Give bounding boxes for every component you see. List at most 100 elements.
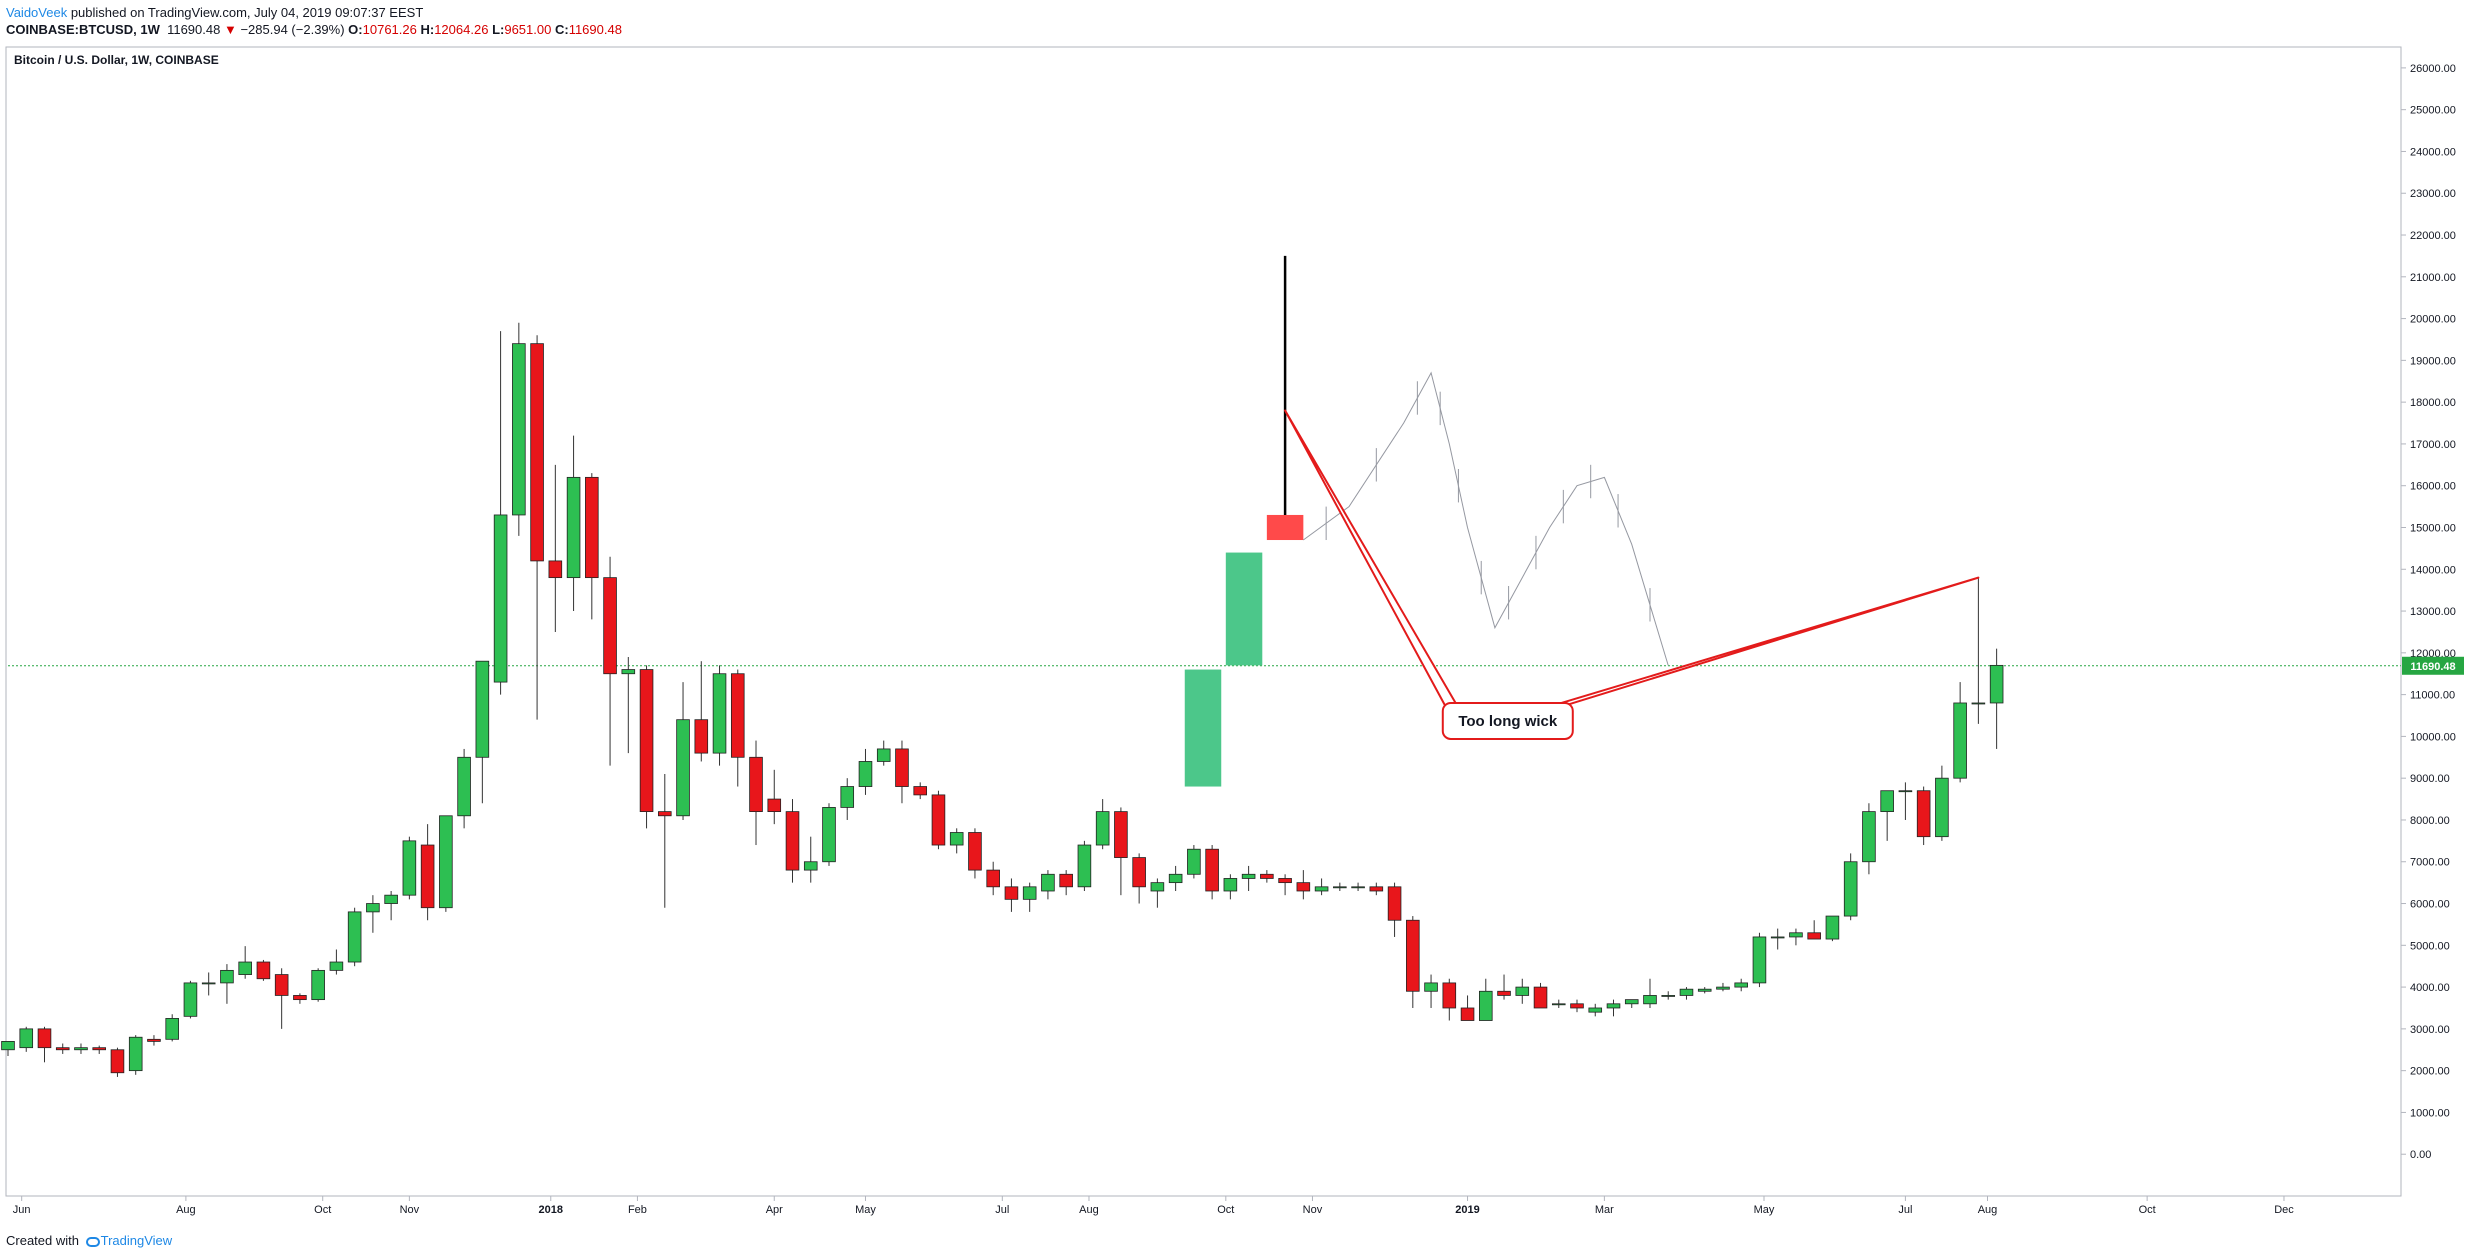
candle-up (347, 907, 362, 967)
publish-info: VaidoVeek published on TradingView.com, … (6, 4, 423, 21)
x-tick-label: Aug (176, 1204, 196, 1216)
close-value: 11690.48 (568, 22, 622, 37)
candle-up (858, 748, 873, 795)
y-tick-label: 18000.00 (2410, 397, 2456, 409)
candle-down (694, 661, 709, 762)
candle-up (1770, 928, 1785, 950)
candle-down (293, 993, 307, 1004)
candle-body (1077, 844, 1092, 888)
candle-down (1533, 982, 1548, 1009)
candle-body (858, 761, 873, 787)
candle-body (1697, 988, 1712, 992)
candle-body (1132, 857, 1146, 888)
candle-body (1442, 982, 1457, 1009)
x-tick-label: 2018 (539, 1204, 563, 1216)
candle-body (1278, 878, 1292, 884)
plot-frame (5, 46, 2402, 1197)
candle-up (840, 778, 855, 820)
x-tick-label: Aug (1079, 1204, 1099, 1216)
candle-body (1971, 702, 1986, 705)
candle-up (621, 657, 636, 754)
candle-body (1, 1041, 15, 1051)
candle-up (1971, 577, 1986, 724)
candle-down (1205, 845, 1219, 900)
last-price-tag: 11690.48 (2402, 656, 2464, 675)
candle-up (1606, 999, 1621, 1017)
candle-down (895, 740, 909, 804)
y-tick-label: 26000.00 (2410, 63, 2456, 75)
candle-body (1406, 919, 1420, 992)
y-tick-label: 3000.00 (2410, 1024, 2450, 1036)
candle-body (274, 974, 289, 996)
candle-up (457, 748, 471, 829)
candle-up (949, 828, 964, 854)
candle-body (876, 748, 891, 762)
y-tick-label: 25000.00 (2410, 105, 2456, 117)
candle-body (201, 982, 216, 985)
symbol-label: COINBASE:BTCUSD, 1W (6, 22, 160, 37)
y-tick-label: 2000.00 (2410, 1066, 2450, 1078)
candle-body (1953, 702, 1967, 779)
low-label: L: (492, 22, 505, 37)
candle-body (1807, 932, 1821, 940)
candle-down (968, 828, 982, 879)
candle-up (1241, 865, 1256, 891)
candle-body (183, 982, 198, 1017)
candle-body (1716, 986, 1730, 990)
candle-body (220, 969, 234, 984)
y-tick-label: 10000.00 (2410, 731, 2456, 743)
low-value: 9651.00 (504, 22, 552, 37)
author-link[interactable]: VaidoVeek (6, 5, 68, 20)
y-tick-label: 20000.00 (2410, 314, 2456, 326)
candle-down (1278, 874, 1292, 896)
candle-down (1296, 870, 1311, 900)
candle-body (1095, 811, 1110, 846)
footer: Created with TradingView (6, 1233, 172, 1248)
candle-body (1862, 811, 1876, 863)
candle-up (1041, 870, 1055, 900)
candle-body (147, 1038, 161, 1042)
y-axis: 0.00 1000.00 2000.00 3000.00 4000.00 5000.00 6… (2401, 63, 2456, 1161)
candle-up (1789, 928, 1803, 946)
candle-body (1205, 848, 1219, 892)
x-tick-label: Feb (628, 1204, 647, 1216)
x-tick-label: Nov (1303, 1204, 1323, 1216)
candle-up (183, 980, 198, 1019)
y-tick-label: 23000.00 (2410, 188, 2456, 200)
candle-down (585, 473, 599, 620)
candle-down (110, 1047, 125, 1077)
candle-down (548, 464, 563, 632)
candle-body (585, 476, 599, 579)
x-tick-label: Oct (2139, 1204, 2156, 1216)
candle-body (1241, 873, 1256, 879)
candle-body (1059, 873, 1073, 888)
x-tick-label: Apr (766, 1204, 783, 1216)
tradingview-brand-link[interactable]: TradingView (100, 1233, 173, 1248)
candle-down (1406, 916, 1420, 1008)
candle-body (730, 673, 745, 758)
candle-body (767, 798, 782, 813)
candle-body (1588, 1007, 1603, 1013)
candle-body (1369, 886, 1384, 892)
projection-path (1303, 371, 1669, 666)
candle-up (384, 890, 398, 921)
candle-body (1041, 873, 1055, 892)
candle-down (1807, 920, 1821, 940)
candle-up (311, 968, 325, 1002)
candle-down (639, 665, 654, 829)
candle-body (931, 794, 946, 846)
candle-body (803, 861, 818, 871)
candle-up (1515, 978, 1530, 1004)
candle-up (1479, 978, 1493, 1021)
candle-down (767, 769, 782, 825)
candle-body (1533, 986, 1548, 1009)
candle-body (712, 673, 727, 754)
candle-body (676, 719, 690, 817)
candle-up (1168, 865, 1183, 891)
y-tick-label: 15000.00 (2410, 522, 2456, 534)
candle-body (493, 514, 508, 683)
candle-body (1515, 986, 1530, 996)
candle-body (1150, 882, 1165, 892)
candle-up (1077, 840, 1092, 891)
